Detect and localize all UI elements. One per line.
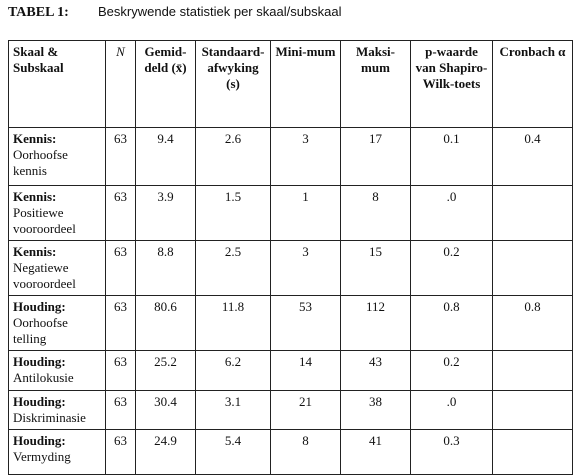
scale-cell: Houding: Vermyding: [8, 429, 106, 475]
value-cell: 0.8: [492, 295, 573, 351]
scale-group: Kennis:: [13, 244, 57, 259]
value-cell: 15: [340, 240, 411, 296]
value-cell: 63: [105, 429, 136, 475]
value-cell: 63: [105, 390, 136, 430]
scale-name: Oorhoofse kennis: [13, 147, 68, 178]
empty-cell: [492, 240, 573, 296]
scale-name: Diskriminasie: [13, 410, 86, 425]
scale-group: Houding:: [13, 354, 66, 369]
value-cell: 53: [270, 295, 341, 351]
value-cell: 0.3: [410, 429, 493, 475]
value-cell: 1: [270, 185, 341, 241]
empty-cell: [492, 390, 573, 430]
table-row: Houding: Diskriminasie 63 30.4 3.1 21 38.0: [8, 390, 573, 430]
scale-name: Antilokusie: [13, 370, 74, 385]
scale-group: Houding:: [13, 299, 66, 314]
value-cell: 3: [270, 240, 341, 296]
caption-title: Beskrywende statistiek per skaal/subskaa…: [98, 4, 342, 19]
value-cell: 0.8: [410, 295, 493, 351]
empty-cell: [492, 185, 573, 241]
value-cell: 30.4: [135, 390, 196, 430]
value-cell: 8.8: [135, 240, 196, 296]
value-cell: 41: [340, 429, 411, 475]
table-row: Houding: Antilokusie 63 25.2 6.2 14 43 0.2: [8, 350, 573, 391]
scale-cell: Kennis: Negatiewe vooroordeel: [8, 240, 106, 296]
value-cell: .0: [410, 185, 493, 241]
column-header: Standaard-afwyking (s): [195, 40, 271, 128]
value-cell: 3.1: [195, 390, 271, 430]
scale-group: Kennis:: [13, 131, 57, 146]
header-row: Skaal & Subskaal N Gemid-deld (x̄) Standaar…: [8, 40, 573, 128]
value-cell: 8: [340, 185, 411, 241]
scale-group: Kennis:: [13, 189, 57, 204]
value-cell: 63: [105, 350, 136, 391]
value-cell: 112: [340, 295, 411, 351]
value-cell: .0: [410, 390, 493, 430]
value-cell: 24.9: [135, 429, 196, 475]
column-header: Mini-mum: [270, 40, 341, 128]
value-cell: 63: [105, 185, 136, 241]
column-header: Skaal & Subskaal: [8, 40, 106, 128]
scale-cell: Houding: Oorhoofse telling: [8, 295, 106, 351]
scale-name: Negatiewe vooroordeel: [13, 260, 76, 291]
value-cell: 14: [270, 350, 341, 391]
scale-group: Houding:: [13, 433, 66, 448]
scale-cell: Houding: Diskriminasie: [8, 390, 106, 430]
value-cell: 9.4: [135, 127, 196, 186]
table-row: Kennis: Oorhoofse kennis 63 9.4 2.6 3 17 0.1 0.4: [8, 127, 573, 186]
value-cell: 63: [105, 127, 136, 186]
value-cell: 1.5: [195, 185, 271, 241]
column-header: Maksi-mum: [340, 40, 411, 128]
value-cell: 8: [270, 429, 341, 475]
value-cell: 38: [340, 390, 411, 430]
value-cell: 0.1: [410, 127, 493, 186]
value-cell: 6.2: [195, 350, 271, 391]
table-row: Kennis: Positiewe vooroordeel 63 3.9 1.5 1 8.0: [8, 185, 573, 241]
value-cell: 17: [340, 127, 411, 186]
value-cell: 3: [270, 127, 341, 186]
scale-name: Positiewe vooroordeel: [13, 205, 76, 236]
column-header: N: [105, 40, 136, 128]
scale-cell: Kennis: Oorhoofse kennis: [8, 127, 106, 186]
table-row: Kennis: Negatiewe vooroordeel 63 8.8 2.5 3 15 0…: [8, 240, 573, 296]
scale-name: Oorhoofse telling: [13, 315, 68, 346]
value-cell: 0.2: [410, 240, 493, 296]
value-cell: 0.4: [492, 127, 573, 186]
value-cell: 0.2: [410, 350, 493, 391]
column-header: Cronbach α: [492, 40, 573, 128]
column-header: Gemid-deld (x̄): [135, 40, 196, 128]
value-cell: 80.6: [135, 295, 196, 351]
empty-cell: [492, 350, 573, 391]
value-cell: 25.2: [135, 350, 196, 391]
table-body: Kennis: Oorhoofse kennis 63 9.4 2.6 3 17 0.1 0.4…: [8, 127, 573, 475]
value-cell: 21: [270, 390, 341, 430]
column-header: p-waarde van Shapiro-Wilk-toets: [410, 40, 493, 128]
scale-cell: Houding: Antilokusie: [8, 350, 106, 391]
scale-name: Vermyding: [13, 449, 71, 464]
caption: TABEL 1: Beskrywende statistiek per skaal…: [8, 4, 342, 21]
caption-label: TABEL 1:: [8, 5, 69, 20]
value-cell: 2.5: [195, 240, 271, 296]
value-cell: 2.6: [195, 127, 271, 186]
value-cell: 63: [105, 240, 136, 296]
value-cell: 63: [105, 295, 136, 351]
table-row: Houding: Oorhoofse telling 63 80.6 11.8 53 112…: [8, 295, 573, 351]
value-cell: 43: [340, 350, 411, 391]
value-cell: 3.9: [135, 185, 196, 241]
value-cell: 5.4: [195, 429, 271, 475]
table-row: Houding: Vermyding 63 24.9 5.4 8 41 0.3: [8, 429, 573, 475]
value-cell: 11.8: [195, 295, 271, 351]
stats-table: Skaal & Subskaal N Gemid-deld (x̄) Standaar…: [8, 40, 573, 475]
scale-cell: Kennis: Positiewe vooroordeel: [8, 185, 106, 241]
empty-cell: [492, 429, 573, 475]
scale-group: Houding:: [13, 394, 66, 409]
